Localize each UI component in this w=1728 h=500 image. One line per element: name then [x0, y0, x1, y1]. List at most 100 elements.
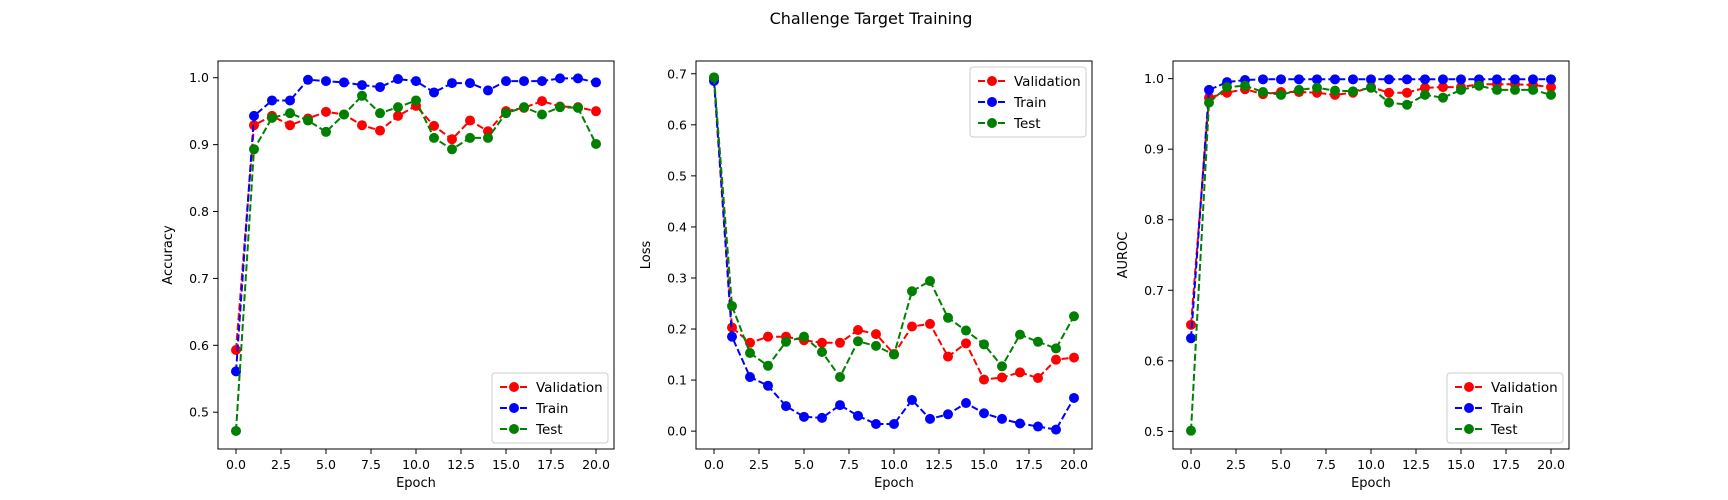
series-train [1186, 74, 1556, 344]
data-point [727, 301, 737, 312]
data-point [1276, 89, 1286, 100]
legend-marker [987, 118, 997, 128]
data-point [943, 409, 953, 420]
x-tick-label: 2.5 [271, 457, 291, 472]
data-point [997, 372, 1007, 383]
data-point [763, 380, 773, 391]
y-tick-label: 0.2 [667, 322, 687, 337]
data-point [1330, 74, 1340, 85]
panel-1: 0.0 2.5 5.0 7.5 10.0 12.5 15.0 17.5 20.0 0.5 0.6 0.… [161, 60, 615, 491]
x-tick-label: 0.0 [226, 457, 246, 472]
data-point [925, 413, 935, 424]
x-tick-label: 10.0 [1357, 457, 1385, 472]
data-point [763, 360, 773, 371]
y-tick-label: 0.1 [667, 373, 687, 388]
x-tick-label: 12.5 [1402, 457, 1430, 472]
legend-marker [1464, 403, 1474, 413]
y-tick-label: 0.6 [189, 338, 209, 353]
y-tick-label: 0.5 [1144, 424, 1164, 439]
y-axis-label: Accuracy [161, 225, 176, 285]
data-point [1069, 392, 1079, 403]
data-point [231, 366, 241, 377]
legend-marker [509, 424, 519, 434]
data-point [303, 115, 313, 126]
x-tick-label: 15.0 [492, 457, 520, 472]
legend-box [969, 66, 1087, 138]
legend-box [1446, 372, 1564, 444]
data-point [321, 106, 331, 117]
data-point [1348, 86, 1358, 97]
legend-box [491, 372, 609, 444]
data-point [447, 144, 457, 155]
x-tick-label: 2.5 [1226, 457, 1246, 472]
data-point [1420, 74, 1430, 85]
data-point [1069, 311, 1079, 322]
data-point [817, 412, 827, 423]
data-point [961, 398, 971, 409]
data-point [835, 337, 845, 348]
y-tick-label: 0.7 [189, 271, 209, 286]
data-point [1330, 85, 1340, 96]
series-line [1190, 84, 1552, 431]
data-point [889, 418, 899, 429]
y-tick-label: 0.7 [1144, 283, 1164, 298]
data-point [519, 102, 529, 113]
data-point [501, 76, 511, 87]
panel-3: 0.0 2.5 5.0 7.5 10.0 12.5 15.0 17.5 20.0 0.5 0.6 0.… [1116, 60, 1570, 491]
data-point [1258, 74, 1268, 85]
axes-frame [695, 60, 1093, 450]
data-point [1456, 74, 1466, 85]
y-tick-label: 0.3 [667, 270, 687, 285]
data-point [1294, 74, 1304, 85]
x-tick-label: 7.5 [361, 457, 381, 472]
x-tick-label: 17.5 [1492, 457, 1520, 472]
data-point [1276, 74, 1286, 85]
data-point [763, 331, 773, 342]
series-validation [1186, 79, 1556, 330]
data-point [483, 132, 493, 143]
x-tick-label: 17.5 [1015, 457, 1043, 472]
data-point [1438, 74, 1448, 85]
panel-2: 0.0 2.5 5.0 7.5 10.0 12.5 15.0 17.5 20.0 0.0 0.1 0.… [639, 60, 1093, 491]
data-point [907, 321, 917, 332]
series-test [709, 72, 1079, 383]
data-point [1033, 336, 1043, 347]
legend-marker [509, 382, 519, 392]
data-point [1474, 80, 1484, 91]
legend-marker [987, 97, 997, 107]
data-point [925, 276, 935, 287]
data-point [285, 108, 295, 119]
x-tick-label: 20.0 [1537, 457, 1565, 472]
data-point [1510, 74, 1520, 85]
data-point [925, 318, 935, 329]
y-tick-label: 1.0 [1144, 71, 1164, 86]
data-point [1546, 74, 1556, 85]
data-point [591, 138, 601, 149]
legend-label: Validation [536, 380, 603, 396]
data-point [519, 76, 529, 87]
data-point [745, 372, 755, 383]
data-point [1528, 84, 1538, 95]
data-point [781, 401, 791, 412]
legend-label: Train [535, 401, 568, 417]
data-point [339, 77, 349, 88]
x-tick-label: 12.5 [447, 457, 475, 472]
data-point [1258, 87, 1268, 98]
y-tick-label: 1.0 [189, 70, 209, 85]
y-tick-label: 0.6 [667, 117, 687, 132]
data-point [1384, 97, 1394, 108]
data-point [1438, 82, 1448, 93]
data-point [799, 411, 809, 422]
data-point [943, 312, 953, 323]
data-point [357, 120, 367, 131]
data-point [799, 331, 809, 342]
x-tick-label: 0.0 [1181, 457, 1201, 472]
data-point [375, 108, 385, 119]
x-tick-label: 20.0 [582, 457, 610, 472]
data-point [781, 336, 791, 347]
x-axis-label: Epoch [874, 476, 914, 491]
data-point [943, 351, 953, 362]
legend-label: Validation [1014, 74, 1081, 90]
data-point [1510, 84, 1520, 95]
